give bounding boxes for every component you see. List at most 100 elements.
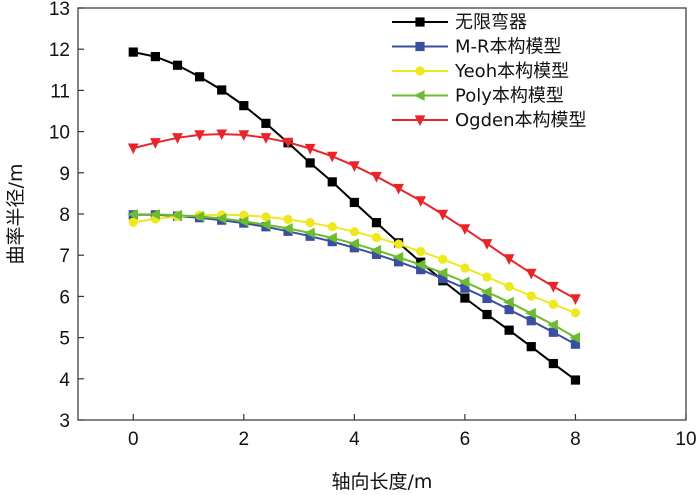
data-point: [259, 219, 271, 231]
data-point: [482, 272, 492, 282]
data-point: [371, 171, 382, 183]
y-tick-label: 10: [49, 123, 70, 144]
x-tick-label: 10: [675, 429, 696, 450]
data-point: [393, 239, 404, 249]
x-tick-label: 0: [128, 429, 139, 450]
data-point: [150, 52, 160, 62]
legend-item-1: M-R本构模型: [392, 37, 562, 58]
data-point: [326, 232, 337, 244]
data-point: [526, 316, 536, 326]
legend-item-3: Poly本构模型: [392, 86, 564, 107]
data-point: [304, 143, 316, 155]
data-point: [526, 342, 536, 352]
data-point: [261, 212, 271, 222]
data-point: [415, 196, 427, 207]
y-tick-label: 13: [49, 0, 70, 20]
y-tick-label: 7: [59, 246, 70, 267]
data-point: [570, 375, 581, 385]
data-point: [503, 296, 514, 308]
data-point: [548, 358, 558, 369]
data-point: [503, 254, 515, 266]
data-point: [525, 268, 537, 280]
data-point: [349, 161, 360, 172]
data-point: [548, 327, 558, 337]
legend-marker: [415, 66, 425, 76]
legend-marker: [415, 41, 425, 52]
data-point: [371, 218, 382, 228]
data-point: [305, 218, 315, 228]
data-point: [261, 118, 271, 128]
data-point: [438, 254, 448, 264]
data-point: [149, 209, 160, 220]
data-point: [480, 286, 492, 298]
legend-label: Ogden本构模型: [455, 110, 587, 131]
data-point: [570, 294, 581, 305]
data-point: [392, 251, 404, 263]
data-point: [327, 222, 337, 232]
data-point: [526, 291, 536, 301]
data-point: [458, 276, 470, 288]
y-axis-title: 曲率半径/m: [5, 164, 27, 265]
data-point: [416, 246, 426, 257]
data-point: [393, 183, 404, 195]
data-point: [283, 214, 293, 224]
data-point: [569, 332, 581, 343]
data-point: [217, 85, 227, 95]
legend-marker: [415, 17, 425, 27]
data-point: [194, 72, 205, 82]
legend: 无限弯器 M-R本构模型 Yeoh本构模型 Poly本构模型 Ogden本构模型: [392, 12, 587, 131]
y-tick-label: 6: [59, 287, 70, 308]
data-point: [547, 281, 559, 293]
data-point: [150, 138, 161, 149]
y-tick-label: 12: [49, 40, 70, 61]
data-point: [216, 129, 228, 141]
data-point: [215, 213, 227, 224]
y-tick-label: 4: [59, 370, 70, 391]
legend-item-0: 无限弯器: [392, 12, 527, 33]
tick-labels: 0 2 4 6 8 10 3 4 5 6 7 8 9 10 11 12 13: [49, 0, 697, 450]
data-point: [326, 151, 338, 163]
data-point: [436, 267, 448, 279]
series-layer: [127, 47, 581, 385]
data-point: [548, 299, 558, 309]
data-point: [460, 293, 470, 303]
data-point: [504, 304, 514, 315]
data-point: [414, 259, 426, 271]
data-point: [128, 217, 138, 227]
data-point: [481, 239, 493, 250]
data-point: [370, 244, 382, 256]
x-tick-label: 2: [239, 429, 250, 450]
data-point: [327, 177, 337, 187]
data-point: [482, 309, 492, 320]
y-tick-label: 8: [59, 205, 70, 226]
series-4: [127, 129, 581, 305]
data-point: [172, 60, 183, 70]
data-point: [460, 263, 470, 273]
legend-label: Yeoh本构模型: [454, 61, 569, 82]
data-point: [238, 130, 250, 141]
data-point: [459, 224, 471, 235]
data-point: [305, 158, 315, 168]
x-tick-label: 4: [349, 429, 360, 450]
legend-marker: [413, 90, 425, 101]
data-point: [371, 232, 382, 243]
legend-label: 无限弯器: [455, 12, 527, 33]
data-point: [171, 209, 183, 221]
y-tick-label: 11: [50, 81, 70, 102]
legend-label: Poly本构模型: [455, 86, 564, 107]
data-point: [260, 133, 272, 144]
y-tick-label: 5: [59, 329, 70, 350]
data-point: [127, 143, 139, 155]
data-point: [348, 238, 359, 250]
data-point: [525, 307, 536, 319]
x-tick-label: 6: [460, 429, 471, 450]
x-tick-label: 8: [570, 429, 581, 450]
data-point: [349, 197, 359, 208]
legend-item-2: Yeoh本构模型: [392, 61, 569, 82]
data-point: [239, 101, 249, 111]
series-3: [127, 209, 581, 343]
data-point: [127, 209, 138, 220]
data-point: [237, 216, 249, 227]
data-point: [282, 137, 294, 149]
